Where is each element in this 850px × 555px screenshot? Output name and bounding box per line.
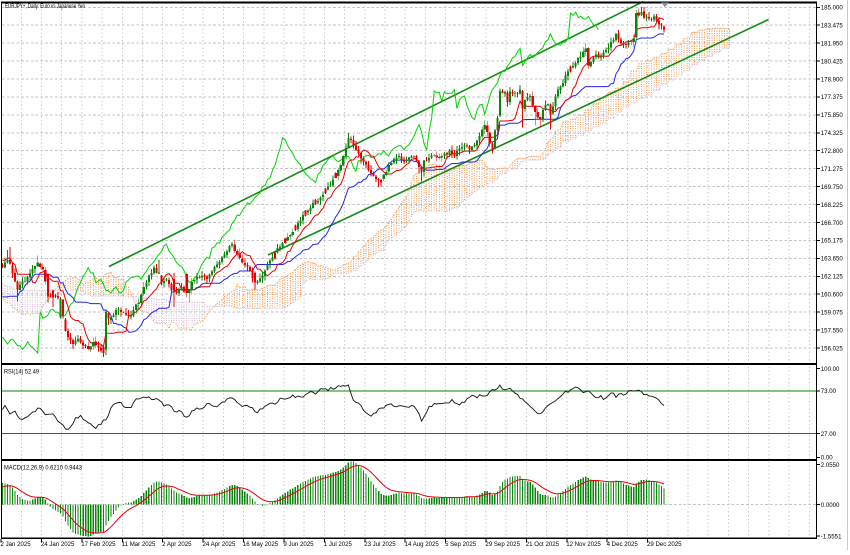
svg-text:-1.5551: -1.5551 [821, 534, 842, 541]
svg-text:24 Apr 2025: 24 Apr 2025 [203, 541, 236, 548]
svg-text:11 Mar 2025: 11 Mar 2025 [122, 541, 156, 548]
svg-text:2 Jan 2025: 2 Jan 2025 [1, 541, 32, 548]
svg-text:5 Sep 2025: 5 Sep 2025 [445, 541, 477, 548]
svg-text:9 Jun 2025: 9 Jun 2025 [283, 541, 314, 548]
svg-text:178.900: 178.900 [821, 76, 844, 83]
svg-text:165.175: 165.175 [821, 238, 844, 245]
svg-text:185.000: 185.000 [821, 5, 844, 12]
svg-text:159.075: 159.075 [821, 309, 844, 316]
svg-text:156.025: 156.025 [821, 345, 844, 352]
svg-text:73.00: 73.00 [821, 388, 837, 395]
svg-text:24 Jan 2025: 24 Jan 2025 [41, 541, 75, 548]
svg-text:181.950: 181.950 [821, 40, 844, 47]
svg-text:16 May 2025: 16 May 2025 [243, 541, 279, 548]
svg-text:0.0000: 0.0000 [821, 502, 840, 509]
svg-text:1 Jul 2025: 1 Jul 2025 [324, 541, 353, 548]
svg-text:0.00: 0.00 [821, 455, 833, 462]
svg-text:162.125: 162.125 [821, 274, 844, 281]
svg-text:169.750: 169.750 [821, 184, 844, 191]
svg-text:180.425: 180.425 [821, 58, 844, 65]
svg-text:166.700: 166.700 [821, 220, 844, 227]
svg-text:172.800: 172.800 [821, 148, 844, 155]
svg-text:RSI(14) 52.49: RSI(14) 52.49 [4, 369, 39, 376]
svg-text:168.225: 168.225 [821, 202, 844, 209]
svg-text:14 Aug 2025: 14 Aug 2025 [405, 541, 440, 548]
svg-text:177.375: 177.375 [821, 94, 844, 101]
svg-text:171.275: 171.275 [821, 166, 844, 173]
svg-text:175.850: 175.850 [821, 112, 844, 119]
svg-text:2 Apr 2025: 2 Apr 2025 [162, 541, 192, 548]
svg-text:157.550: 157.550 [821, 327, 844, 334]
svg-text:29 Sep 2025: 29 Sep 2025 [485, 541, 520, 548]
svg-text:12 Nov 2025: 12 Nov 2025 [566, 541, 601, 548]
svg-text:100.00: 100.00 [821, 366, 840, 373]
svg-text:29 Dec 2025: 29 Dec 2025 [647, 541, 682, 548]
svg-text:17 Feb 2025: 17 Feb 2025 [81, 541, 116, 548]
svg-text:MACD(12,26,9) 0.6210 0.9443: MACD(12,26,9) 0.6210 0.9443 [4, 465, 82, 472]
svg-text:160.600: 160.600 [821, 292, 844, 299]
svg-text:174.325: 174.325 [821, 130, 844, 137]
svg-text:4 Dec 2025: 4 Dec 2025 [607, 541, 639, 548]
svg-text:2.0550: 2.0550 [821, 462, 840, 469]
svg-text:27.00: 27.00 [821, 431, 837, 438]
svg-text:23 Jul 2025: 23 Jul 2025 [364, 541, 396, 548]
svg-text:163.650: 163.650 [821, 256, 844, 263]
svg-text:21 Oct 2025: 21 Oct 2025 [526, 541, 560, 548]
svg-text:EURJPY+, Daily: Euro vs Japan: EURJPY+, Daily: Euro vs Japanese Yen [5, 3, 85, 10]
svg-text:183.475: 183.475 [821, 23, 844, 30]
